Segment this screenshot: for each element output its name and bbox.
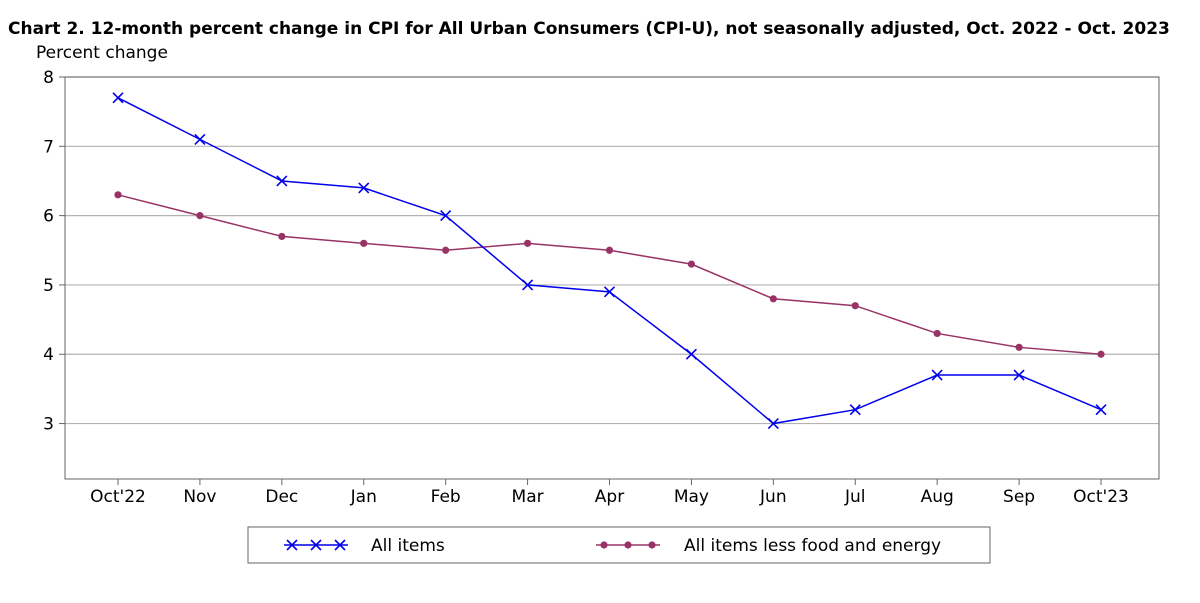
y-axis-ticks: 3 4 5 6 7 8 bbox=[43, 68, 65, 435]
x-tick-label: Dec bbox=[265, 487, 298, 507]
plot-frame bbox=[64, 76, 1160, 480]
data-point bbox=[114, 191, 122, 199]
y-tick-label: 5 bbox=[43, 276, 54, 296]
y-tick-label: 6 bbox=[43, 207, 54, 227]
data-point bbox=[933, 329, 941, 338]
data-point bbox=[685, 348, 697, 360]
data-point bbox=[851, 302, 859, 310]
legend-marker bbox=[648, 541, 656, 549]
x-tick-label: Aug bbox=[921, 487, 954, 507]
data-point bbox=[1013, 369, 1025, 381]
data-point bbox=[603, 286, 616, 298]
data-point bbox=[523, 239, 532, 247]
data-point bbox=[112, 92, 124, 104]
x-tick-label: Oct'23 bbox=[1073, 487, 1129, 507]
legend-label: All items bbox=[371, 536, 445, 556]
y-tick-label: 8 bbox=[43, 68, 54, 88]
series bbox=[112, 92, 1107, 430]
data-point bbox=[767, 417, 779, 430]
legend-item: All items less food and energy bbox=[596, 536, 941, 556]
series-line bbox=[117, 194, 1102, 355]
data-point bbox=[442, 246, 450, 254]
x-tick-label: Mar bbox=[512, 487, 544, 507]
legend-marker bbox=[286, 539, 298, 551]
data-point bbox=[687, 260, 696, 268]
data-point bbox=[1095, 404, 1107, 416]
x-tick-label: Apr bbox=[595, 487, 624, 507]
y-axis-label: Percent change bbox=[36, 43, 168, 63]
data-point bbox=[440, 210, 452, 222]
data-point bbox=[849, 404, 861, 416]
x-tick-label: Feb bbox=[431, 487, 461, 507]
x-axis-ticks: Oct'22 Nov Dec Jan Feb Mar Apr May Jun Jul Aug Sep O… bbox=[90, 479, 1129, 507]
x-tick-label: May bbox=[674, 487, 709, 507]
legend-marker bbox=[600, 541, 608, 549]
data-point bbox=[358, 182, 370, 194]
data-point bbox=[278, 232, 286, 241]
series-core bbox=[114, 191, 1105, 358]
legend-marker bbox=[624, 541, 632, 549]
data-point bbox=[769, 295, 777, 303]
data-point bbox=[360, 239, 368, 247]
x-tick-label: Jun bbox=[759, 487, 787, 507]
data-point bbox=[196, 212, 204, 220]
legend-marker bbox=[334, 539, 346, 551]
x-tick-label: Oct'22 bbox=[90, 487, 146, 507]
legend-label: All items less food and energy bbox=[684, 536, 941, 556]
series-all-items bbox=[112, 92, 1107, 430]
data-point bbox=[522, 279, 534, 291]
data-point bbox=[194, 133, 206, 145]
legend-marker bbox=[310, 539, 322, 551]
x-tick-label: Jul bbox=[844, 487, 866, 507]
data-point bbox=[931, 369, 943, 381]
y-tick-label: 3 bbox=[43, 415, 54, 435]
data-point bbox=[605, 246, 614, 254]
x-tick-label: Nov bbox=[183, 487, 216, 507]
chart-title: Chart 2. 12-month percent change in CPI … bbox=[8, 19, 1170, 39]
data-point bbox=[1097, 350, 1105, 358]
legend-item: All items bbox=[284, 536, 445, 556]
x-tick-label: Sep bbox=[1003, 487, 1035, 507]
legend: All items All items less food and energy bbox=[247, 526, 991, 564]
data-point bbox=[1015, 343, 1023, 351]
x-tick-label: Jan bbox=[350, 487, 377, 507]
data-point bbox=[276, 175, 288, 187]
y-tick-label: 4 bbox=[43, 345, 54, 365]
y-tick-label: 7 bbox=[43, 137, 54, 157]
